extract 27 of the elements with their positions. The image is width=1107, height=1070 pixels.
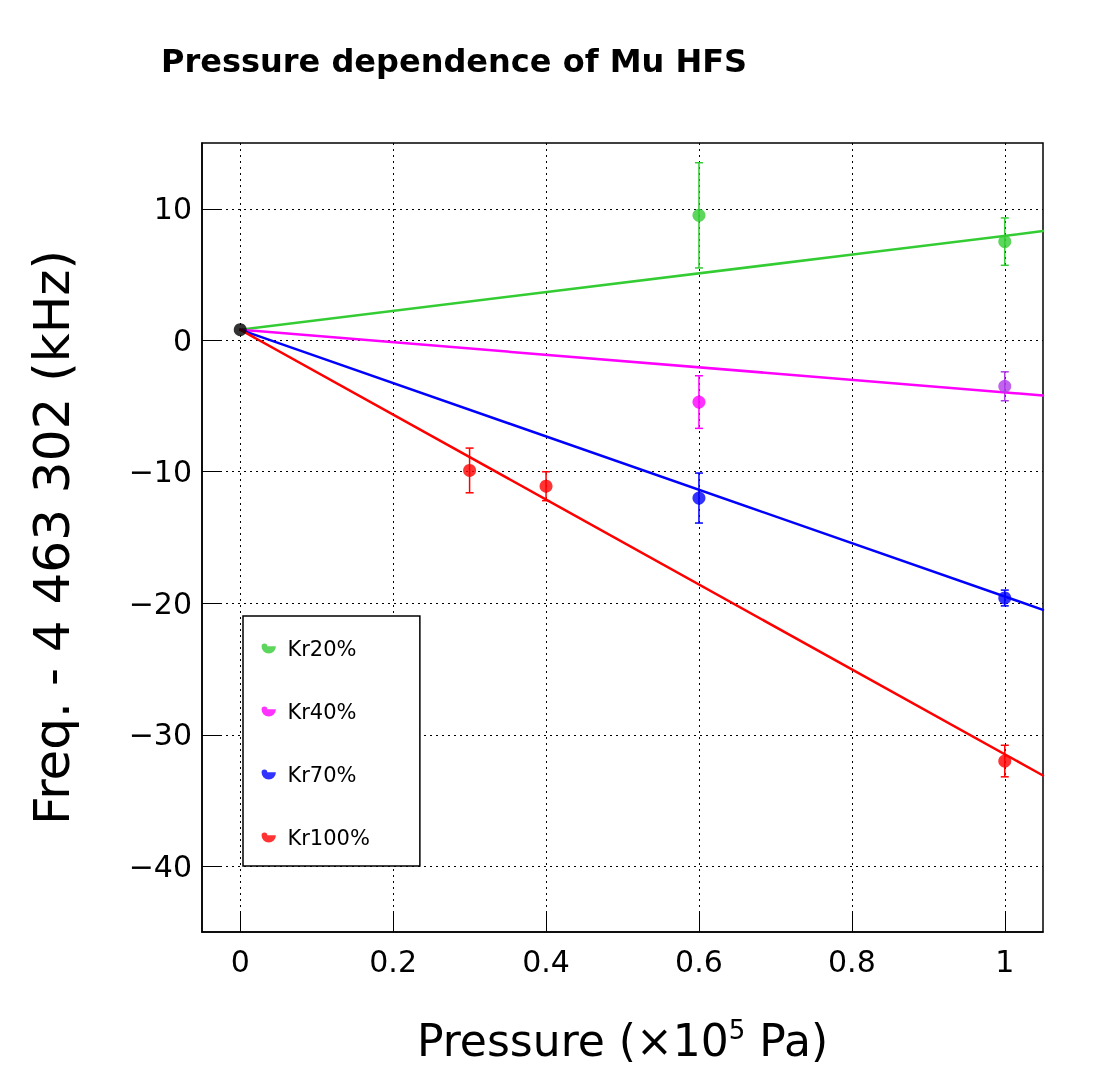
y-tick-label: −40 (128, 848, 192, 884)
x-tick-label: 1 (995, 943, 1015, 979)
y-tick-label: −20 (128, 585, 192, 621)
y-tick-label: 0 (172, 322, 192, 358)
point (998, 379, 1012, 393)
x-tick-label: 0.4 (522, 943, 570, 979)
point (998, 235, 1012, 249)
legend-label: Kr70% (287, 762, 357, 787)
point (692, 208, 706, 222)
y-tick-label: −30 (128, 717, 192, 753)
legend-label: Kr100% (287, 825, 370, 850)
point (692, 491, 706, 505)
legend-label: Kr40% (287, 699, 357, 724)
x-tick-label: 0.8 (828, 943, 876, 979)
point (463, 463, 477, 477)
x-tick-label: 0.6 (675, 943, 723, 979)
point (233, 323, 247, 337)
y-axis-title: Freq. - 4 463 302 (kHz) (23, 250, 81, 825)
legend-label: Kr20% (287, 636, 357, 661)
point (692, 395, 706, 409)
x-tick-label: 0.2 (369, 943, 417, 979)
y-tick-label: 10 (153, 191, 192, 227)
point (539, 479, 553, 493)
chart-title: Pressure dependence of Mu HFS (161, 42, 748, 80)
x-tick-label: 0 (230, 943, 250, 979)
point (998, 754, 1012, 768)
y-tick-label: −10 (128, 454, 192, 490)
